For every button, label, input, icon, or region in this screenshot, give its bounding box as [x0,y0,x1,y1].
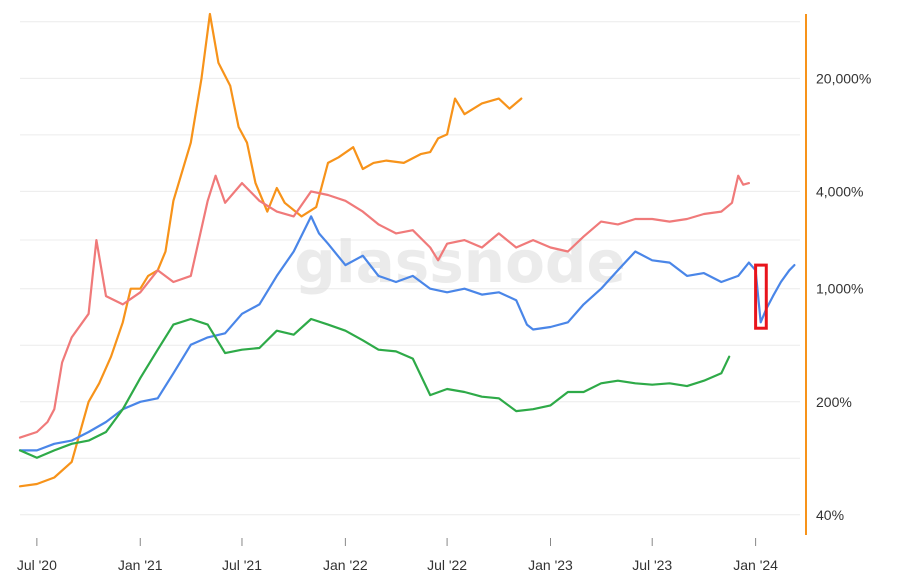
y-axis: 40% 200% 1,000% 4,000% 20,000% [805,14,871,535]
x-tick-label: Jan '24 [733,557,778,573]
x-tick-label: Jan '21 [118,557,163,573]
x-tick-label: Jul '23 [632,557,672,573]
x-axis: Jul '20 Jan '21 Jul '21 Jan '22 Jul '22 Jan '… [17,538,778,573]
y-tick-label: 1,000% [816,281,863,297]
x-tick-label: Jul '22 [427,557,467,573]
y-tick-label: 200% [816,394,852,410]
series-line-1 [18,12,523,488]
y-tick-label: 40% [816,507,844,523]
series-line-4 [18,317,731,459]
series-line-3 [18,215,796,452]
x-tick-label: Jan '23 [528,557,573,573]
gridlines [20,21,800,516]
y-tick-label: 20,000% [816,70,871,86]
x-tick-label: Jul '20 [17,557,57,573]
highlight-layer [754,263,768,330]
series-lines [18,12,796,488]
series-line-2 [18,174,750,439]
x-tick-label: Jan '22 [323,557,368,573]
y-tick-label: 4,000% [816,183,863,199]
highlight-box [754,263,768,330]
x-tick-label: Jul '21 [222,557,262,573]
